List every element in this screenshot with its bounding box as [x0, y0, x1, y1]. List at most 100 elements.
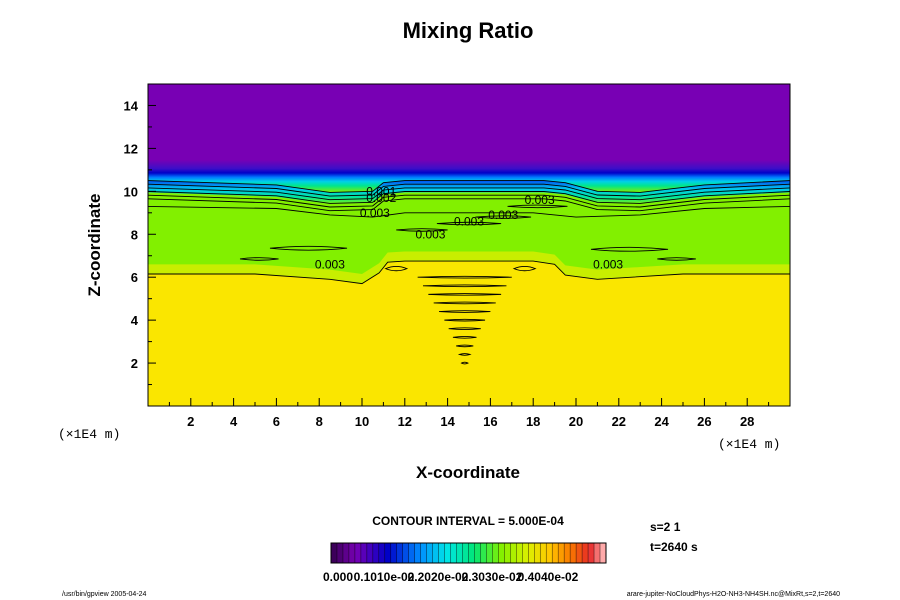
plot-area	[148, 84, 790, 406]
lower-transition-fill	[148, 251, 790, 284]
contour-cone	[422, 284, 507, 288]
contour-cone	[439, 310, 491, 313]
contour-lens	[239, 257, 279, 261]
colorbar-cell	[474, 543, 481, 563]
colorbar-cell	[342, 543, 350, 563]
colorbar-cell	[510, 543, 517, 563]
colorbar-label: 0.2020e-02	[408, 570, 469, 584]
contour-cone	[457, 353, 472, 356]
y-tick-label: 6	[131, 270, 138, 285]
colorbar-cell	[354, 543, 362, 563]
colorbar-cell	[402, 543, 410, 563]
colorbar-cell	[486, 543, 493, 563]
x-tick-label: 4	[230, 414, 238, 429]
y-axis-ticks: 2 4 6 8 10 12 14	[124, 98, 156, 386]
contour-label: 0.003	[525, 193, 555, 207]
colorbar-cell	[564, 543, 571, 563]
x-tick-label: 22	[612, 414, 626, 429]
colorbar-cell	[528, 543, 535, 563]
colorbar-label: 0.4040e-02	[518, 570, 579, 584]
colorbar-cell	[331, 543, 338, 563]
colorbar-cell	[384, 543, 392, 563]
x-tick-label: 20	[569, 414, 583, 429]
contour-label: 0.003	[415, 227, 445, 241]
colorbar-label: 0.000	[323, 570, 353, 584]
lower-region-fill	[148, 261, 790, 406]
contour-line-upper	[147, 194, 791, 208]
chart-title: Mixing Ratio	[403, 18, 534, 43]
contour-label: 0.003	[454, 214, 484, 228]
colorbar-cell	[432, 543, 439, 563]
contour-lens	[507, 204, 568, 209]
colorbar-cell	[558, 543, 565, 563]
footer-source: arare-jupiter-NoCloudPhys-H2O-NH3-NH4SH.…	[627, 591, 840, 598]
x-axis-title: X-coordinate	[416, 463, 520, 482]
colorbar-cell	[480, 543, 487, 563]
x-tick-label: 12	[398, 414, 412, 429]
contour-line-upper	[147, 191, 791, 204]
colorbar-cell	[582, 543, 589, 563]
y-axis-title: Z-coordinate	[85, 194, 104, 297]
y-tick-label: 4	[131, 313, 139, 328]
y-tick-label: 14	[124, 98, 139, 113]
y-tick-label: 8	[131, 227, 138, 242]
contour-cone	[417, 275, 512, 279]
y-tick-label: 2	[131, 356, 138, 371]
transition-band-fill	[148, 180, 790, 205]
colorbar-cell	[462, 543, 469, 563]
x-tick-label: 14	[440, 414, 455, 429]
contour-lens	[512, 266, 537, 272]
contour-cone	[433, 301, 496, 305]
y-tick-label: 10	[124, 184, 138, 199]
upper-region-fill	[148, 84, 790, 193]
colorbar-cell	[600, 543, 607, 563]
colorbar-cell	[498, 543, 505, 563]
colorbar-cell	[552, 543, 559, 563]
contour-cone	[444, 318, 486, 322]
colorbar-cell	[576, 543, 583, 563]
x-tick-label: 2	[187, 414, 194, 429]
contour-cone	[452, 335, 477, 339]
contour-line-upper	[147, 183, 791, 197]
contour-cone	[428, 293, 502, 296]
contour-lens	[269, 245, 348, 251]
colorbar-label: 0.1010e-02	[354, 570, 415, 584]
x-tick-label: 28	[740, 414, 754, 429]
contour-lens	[475, 215, 532, 219]
colorbar-cell	[366, 543, 374, 563]
colorbar-cell	[444, 543, 451, 563]
colorbar-cell	[408, 543, 415, 563]
x-tick-label: 10	[355, 414, 369, 429]
y-tick-label: 12	[124, 141, 138, 156]
colorbar-cell	[450, 543, 457, 563]
x-tick-label: 24	[654, 414, 669, 429]
contour-lens	[657, 257, 696, 261]
colorbar-cell	[546, 543, 553, 563]
colorbar	[330, 542, 607, 564]
colorbar-cell	[420, 543, 427, 563]
contour-label: 0.003	[360, 206, 390, 220]
colorbar-cell	[426, 543, 433, 563]
colorbar-frame	[330, 542, 607, 564]
contour-line-upper	[147, 187, 791, 201]
colorbar-cell	[372, 543, 380, 563]
contour-label: 0.003	[315, 257, 345, 271]
contour-label: 0.001	[366, 184, 396, 198]
contour-label: 0.003	[488, 208, 518, 222]
contour-cone	[448, 327, 481, 331]
colorbar-cell	[438, 543, 445, 563]
contour-label: 0.002	[366, 191, 396, 205]
x-tick-label: 6	[273, 414, 280, 429]
contour-label: 0.003	[593, 257, 623, 271]
colorbar-cell	[396, 543, 404, 563]
colorbar-cell	[570, 543, 577, 563]
contour-interval-text: CONTOUR INTERVAL = 5.000E-04	[372, 514, 564, 528]
x-tick-label: 8	[316, 414, 323, 429]
contour-lens	[436, 221, 502, 226]
colorbar-cell	[414, 543, 421, 563]
colorbar-cell	[534, 543, 541, 563]
colorbar-cell	[378, 543, 386, 563]
contour-cone	[460, 361, 469, 365]
